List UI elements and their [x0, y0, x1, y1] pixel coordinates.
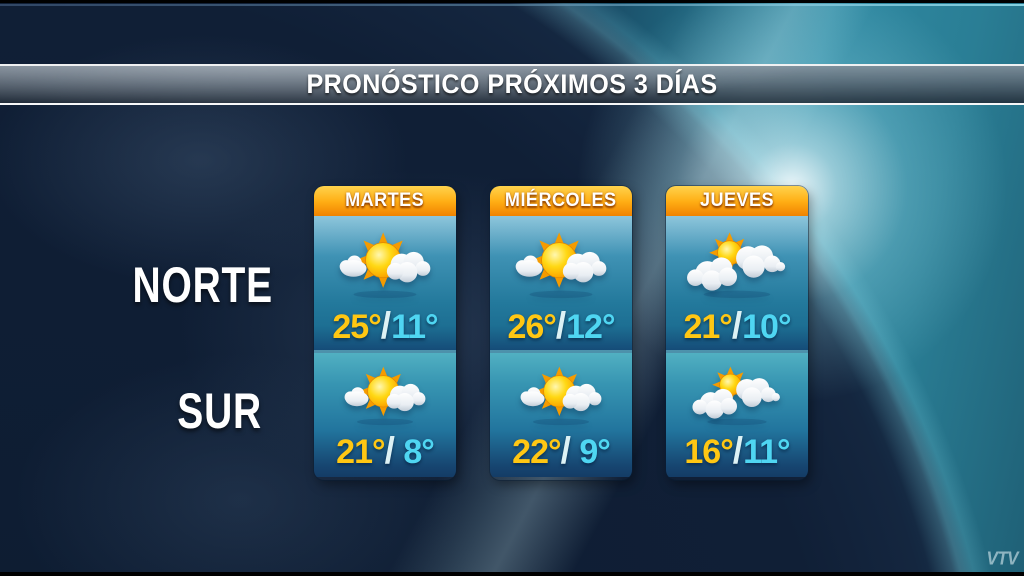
temp-separator: /	[732, 430, 744, 471]
temperature-row: 21°/10°	[683, 305, 791, 346]
temp-separator: /	[384, 430, 395, 471]
letterbox-bar-bottom	[0, 572, 1024, 576]
low-temp: 11°	[391, 308, 439, 346]
forecast-cards: MARTES 25°/11° 21°/ 8° MIÉRCOLES	[314, 186, 808, 480]
temp-separator: /	[380, 305, 392, 346]
temp-separator: /	[731, 305, 743, 346]
partly-sunny-icon	[490, 353, 632, 432]
forecast-card-jueves: JUEVES 21°/10° 16°/11°	[666, 186, 808, 480]
forecast-card-martes: MARTES 25°/11° 21°/ 8°	[314, 186, 456, 480]
card-header: MARTES	[314, 186, 456, 216]
title-banner: PRONÓSTICO PRÓXIMOS 3 DÍAS	[0, 64, 1024, 105]
forecast-card-miercoles: MIÉRCOLES 26°/12° 22°/ 9°	[490, 186, 632, 480]
mostly-cloudy-icon	[666, 216, 808, 307]
day-label: MIÉRCOLES	[505, 190, 617, 211]
day-label: JUEVES	[699, 190, 775, 211]
mostly-cloudy-icon	[666, 353, 808, 432]
temperature-row: 25°/11°	[332, 305, 439, 346]
norte-forecast-cell: 26°/12°	[490, 216, 632, 350]
temperature-row: 16°/11°	[684, 430, 791, 471]
sur-forecast-cell: 22°/ 9°	[490, 350, 632, 477]
low-temp: 10°	[742, 308, 791, 346]
sur-forecast-cell: 16°/11°	[666, 350, 808, 477]
partly-sunny-icon	[490, 216, 632, 307]
temperature-row: 21°/ 8°	[336, 430, 435, 471]
low-temp: 11°	[743, 433, 791, 471]
card-header: JUEVES	[666, 186, 808, 216]
sur-forecast-cell: 21°/ 8°	[314, 350, 456, 477]
temp-separator: /	[555, 305, 567, 346]
day-label: MARTES	[345, 190, 425, 211]
norte-forecast-cell: 21°/10°	[666, 216, 808, 350]
temp-separator: /	[560, 430, 571, 471]
letterbox-bar-top	[0, 0, 1024, 3]
norte-forecast-cell: 25°/11°	[314, 216, 456, 350]
high-temp: 21°	[683, 308, 732, 346]
temperature-row: 22°/ 9°	[512, 430, 611, 471]
low-temp: 9°	[570, 433, 611, 471]
high-temp: 22°	[512, 433, 561, 471]
high-temp: 26°	[507, 308, 556, 346]
top-highlight-line	[0, 4, 1024, 6]
low-temp: 8°	[394, 433, 435, 471]
page-title: PRONÓSTICO PRÓXIMOS 3 DÍAS	[306, 69, 718, 99]
partly-sunny-icon	[314, 353, 456, 432]
high-temp: 21°	[336, 433, 385, 471]
high-temp: 16°	[684, 433, 733, 471]
region-label-sur: SUR	[177, 383, 262, 439]
region-label-norte: NORTE	[132, 257, 273, 313]
partly-sunny-icon	[314, 216, 456, 307]
low-temp: 12°	[566, 308, 615, 346]
card-header: MIÉRCOLES	[490, 186, 632, 216]
high-temp: 25°	[332, 308, 381, 346]
channel-logo: VTV	[986, 548, 1018, 569]
temperature-row: 26°/12°	[507, 305, 615, 346]
